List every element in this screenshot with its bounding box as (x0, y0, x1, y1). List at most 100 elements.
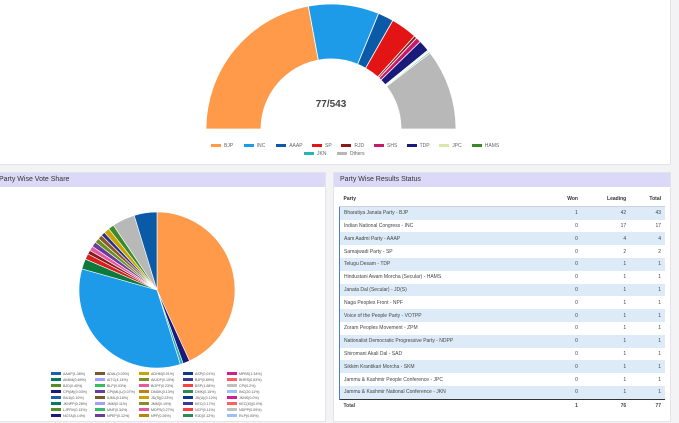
vote-legend-item[interactable]: ADHM(0.01%) (139, 372, 174, 376)
legend-item-jpc[interactable]: JPC (439, 143, 462, 149)
vote-legend-item[interactable]: INC(20.11%) (227, 390, 260, 394)
legend-swatch (95, 384, 105, 387)
seat-segment-bjp[interactable] (205, 5, 319, 130)
vote-legend-item[interactable]: DMDK(0.13%) (139, 390, 174, 394)
vote-legend-item[interactable]: BSP(1.58%) (183, 384, 215, 388)
vote-legend-item[interactable]: MDPS(0.27%) (139, 408, 174, 412)
vote-legend-item[interactable]: BLP(0.03%) (95, 384, 126, 388)
vote-legend-item[interactable]: RJD(0.12%) (183, 414, 215, 418)
legend-label: MDPS(0.27%) (151, 408, 174, 412)
vote-legend-item[interactable]: BHRS(0.63%) (227, 378, 262, 382)
table-row[interactable]: Indian National Congress - INC 0 17 17 (338, 219, 665, 233)
vote-legend-item[interactable]: MNF(0.34%) (95, 408, 127, 412)
vote-legend-item[interactable]: AAAP(1.38%) (51, 372, 85, 376)
table-row[interactable]: Nationalist Democratic Progressive Party… (338, 334, 665, 348)
vote-legend-item[interactable]: NPF(0.26%) (139, 414, 171, 418)
vote-legend-item[interactable]: JD(U)(0.12%) (183, 396, 217, 400)
vote-legend-item[interactable]: JMM(0.19%) (139, 402, 171, 406)
vote-legend-item[interactable]: JKNS(0.0%) (227, 396, 259, 400)
table-row[interactable]: Jammu & Kashmir National Conference - JK… (338, 385, 665, 400)
total-label: Total (339, 398, 549, 413)
leading-cell: 1 (581, 257, 631, 271)
vote-legend-item[interactable]: JMM(0.11%) (95, 402, 127, 406)
table-row[interactable]: Jammu & Kashmir People Conference - JPC 0… (338, 373, 665, 386)
table-row[interactable]: Janata Dal (Secular) - JD(S) 0 1 1 (338, 283, 665, 297)
table-row[interactable]: Aam Aadmi Party - AAAP 0 4 4 (338, 232, 665, 246)
legend-item-inc[interactable]: INC (243, 143, 265, 149)
legend-item-bjp[interactable]: BJP (211, 143, 233, 149)
vote-legend-item[interactable]: INLD(0.10%) (51, 396, 84, 400)
vote-legend-item[interactable]: AITC(4.14%) (95, 378, 128, 382)
vote-legend-item[interactable]: NDPP(0.09%) (227, 408, 262, 412)
table-row[interactable]: Hindustani Awam Morcha (Secular) - HAMS 0… (338, 270, 665, 284)
legend-item-jkn[interactable]: JKN (304, 151, 326, 157)
vote-legend-item[interactable]: KEC(M)(0.0%) (227, 402, 262, 406)
vote-legend-item[interactable]: CPI(ML)L(0.07%) (95, 390, 135, 394)
col-leading[interactable]: Leading (581, 193, 631, 207)
table-row[interactable]: Telugu Desam - TDP 0 1 1 (338, 257, 665, 271)
vote-legend-item[interactable]: AIUDF(0.15%) (139, 378, 174, 382)
table-row[interactable]: Samajwadi Party - SP 0 2 2 (338, 245, 665, 258)
leading-cell: 1 (581, 309, 631, 322)
vote-slice[interactable] (78, 268, 181, 369)
won-cell: 1 (548, 206, 582, 220)
table-row[interactable]: Voice of the People Party - VOTPP 0 1 1 (338, 309, 665, 322)
party-cell: Hindustani Awam Morcha (Secular) - HAMS (338, 270, 549, 284)
col-won[interactable]: Won (548, 193, 582, 207)
legend-swatch (95, 396, 105, 399)
leading-cell: 1 (581, 360, 631, 374)
legend-swatch (95, 378, 105, 381)
vote-legend-item[interactable]: KEC(0.17%) (183, 402, 215, 406)
legend-swatch (471, 144, 482, 148)
table-row[interactable]: Shiromani Akali Dal - SAD 0 1 1 (338, 347, 665, 361)
party-cell: Aam Aadmi Party - AAAP (338, 232, 549, 246)
total-cell: 2 (630, 245, 665, 258)
legend-item-shs[interactable]: SHS (374, 143, 397, 149)
legend-item-sp[interactable]: SP (312, 143, 332, 149)
seat-share-half-donut: 77/543 (205, 3, 457, 130)
vote-legend-item[interactable]: LJPRV(0.13%) (51, 408, 87, 412)
legend-item-hams[interactable]: HAMS (471, 143, 499, 149)
legend-item-aaap[interactable]: AAAP (276, 143, 303, 149)
table-header-row: Party Won Leading Total (339, 193, 665, 207)
legend-swatch (95, 408, 105, 411)
vote-legend-item[interactable]: AIMIM(0.69%) (51, 378, 86, 382)
vote-legend-item[interactable]: JKNPP(0.28%) (51, 402, 87, 406)
table-row[interactable]: Sikkim Krantikari Morcha - SKM 0 1 1 (338, 360, 665, 374)
vote-legend-item[interactable]: BJD(0.40%) (51, 384, 82, 388)
table-row[interactable]: Zoram Peoples Movement - ZPM 0 1 1 (338, 321, 665, 335)
vote-legend-item[interactable]: IUML(0.16%) (95, 396, 128, 400)
vote-legend-item[interactable]: ADAL(0.03%) (95, 372, 129, 376)
vote-legend-item[interactable]: NOTA(0.14%) (51, 414, 85, 418)
seat-segment-others[interactable] (386, 52, 457, 130)
vote-legend-item[interactable]: CPI(M)(0.03%) (51, 390, 87, 394)
legend-item-tdp[interactable]: TDP (406, 143, 430, 149)
legend-label: RJD(0.12%) (195, 414, 215, 418)
party-cell: Bharatiya Janata Party - BJP (338, 206, 549, 220)
leading-cell: 1 (581, 270, 631, 284)
vote-legend-item[interactable]: NPEP(0.12%) (95, 414, 129, 418)
vote-legend-item[interactable]: NCP(0.11%) (183, 408, 215, 412)
vote-slice[interactable] (133, 211, 158, 291)
table-row[interactable]: Bharatiya Janata Party - BJP 1 42 43 (338, 206, 665, 220)
vote-legend-item[interactable]: BOPF(0.23%) (139, 384, 173, 388)
vote-legend-item[interactable]: ASP(0.01%) (183, 372, 215, 376)
col-total[interactable]: Total (630, 193, 665, 207)
vote-legend-item[interactable]: DMK(0.15%) (183, 390, 216, 394)
table-row[interactable]: Naga Peoples Front - NPF 0 1 1 (338, 296, 665, 310)
vote-legend-item[interactable]: JD(S)(0.23%) (139, 396, 173, 400)
legend-swatch (183, 390, 193, 393)
vote-slice[interactable] (156, 211, 236, 362)
legend-label: NPEP(0.12%) (107, 414, 129, 418)
legend-item-rjd[interactable]: RJD (341, 143, 364, 149)
legend-item-others[interactable]: Others (336, 151, 365, 157)
vote-legend-item[interactable]: CPI(0.2%) (227, 384, 256, 388)
col-party[interactable]: Party (339, 193, 549, 207)
won-cell: 0 (548, 257, 582, 271)
vote-legend-item[interactable]: BJP(0.89%) (183, 378, 214, 382)
legend-label: KEC(M)(0.0%) (239, 402, 262, 406)
vote-legend-item[interactable]: MPBS(1.34%) (227, 372, 262, 376)
vote-legend-item[interactable]: RLP(0.05%) (227, 414, 259, 418)
results-table-wrap: Party Won Leading Total Bharatiya Janata… (338, 193, 665, 413)
legend-label: BSP(1.58%) (195, 384, 215, 388)
